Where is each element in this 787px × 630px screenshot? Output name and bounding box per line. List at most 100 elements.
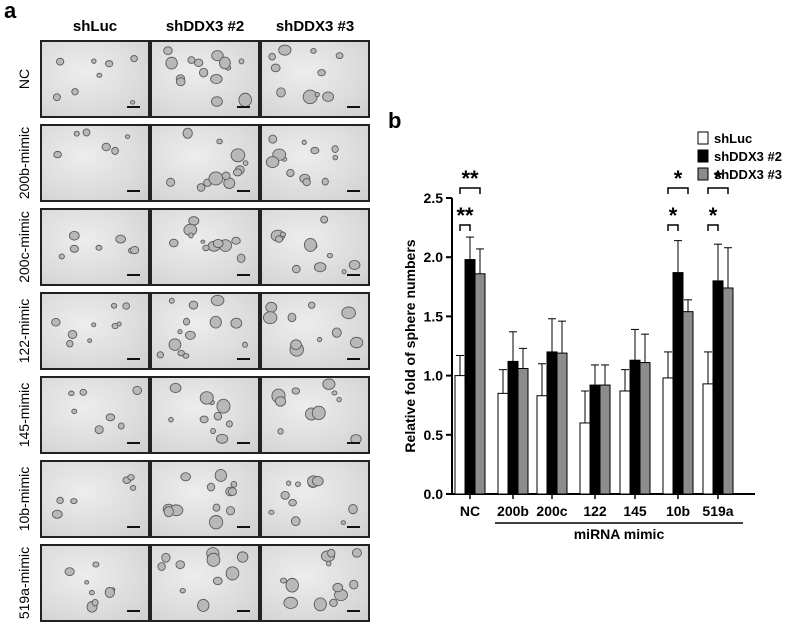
sphere — [310, 146, 320, 155]
sphere — [105, 413, 116, 422]
sphere — [295, 481, 301, 488]
bar — [517, 367, 529, 495]
sphere-cluster — [162, 469, 238, 530]
micrograph-tile — [150, 124, 260, 202]
sphere — [336, 396, 342, 403]
sphere — [230, 480, 238, 488]
scale-bar — [127, 106, 140, 108]
micrograph-tile — [40, 460, 150, 538]
sphere — [286, 480, 292, 486]
sphere — [179, 587, 186, 594]
sphere — [327, 548, 336, 558]
scale-bar — [237, 442, 250, 444]
significance-bracket — [707, 187, 729, 194]
scale-bar — [237, 358, 250, 360]
sphere — [104, 587, 115, 598]
sphere — [169, 382, 182, 394]
sphere — [314, 91, 320, 98]
sphere — [301, 139, 307, 145]
sphere — [291, 387, 300, 395]
sphere — [115, 234, 126, 244]
sphere — [79, 388, 88, 396]
sphere — [216, 138, 223, 145]
micrograph-tile — [260, 460, 370, 538]
sphere — [58, 253, 65, 260]
bar — [497, 392, 509, 495]
sphere — [270, 63, 281, 73]
sphere — [187, 56, 196, 64]
bar — [507, 360, 519, 495]
x-axis-label: miRNA mimic — [574, 526, 665, 542]
micrograph-tile — [150, 208, 260, 286]
bar-chart: 0.0 0.5 1.0 1.5 2.0 2.5 Relative fold of spher… — [402, 131, 782, 542]
sphere-cluster — [53, 128, 131, 159]
sphere — [188, 300, 199, 310]
sphere — [91, 322, 97, 328]
sphere — [84, 580, 90, 585]
sphere — [236, 253, 246, 263]
sphere — [236, 551, 249, 563]
micrograph-tile — [150, 40, 260, 118]
sphere — [331, 390, 338, 396]
sphere — [218, 56, 231, 70]
scale-bar — [127, 610, 140, 612]
sphere-cluster — [58, 230, 140, 260]
micrograph-tile — [260, 124, 370, 202]
sphere — [348, 259, 361, 270]
sphere — [51, 318, 61, 327]
scale-bar — [237, 106, 250, 108]
sphere — [182, 127, 193, 139]
x-tick-label: NC — [460, 503, 480, 519]
significance-label: * — [674, 166, 683, 191]
sphere — [290, 339, 302, 350]
sphere — [302, 89, 318, 105]
sphere — [331, 145, 339, 153]
micrograph-tile — [40, 208, 150, 286]
micrograph-tile — [260, 544, 370, 622]
sphere — [288, 498, 297, 507]
y-tick-label: 2.5 — [424, 190, 444, 206]
sphere-cluster — [51, 474, 137, 519]
sphere — [52, 93, 61, 102]
sphere — [163, 46, 173, 56]
bar — [454, 375, 466, 495]
sphere — [238, 92, 252, 108]
sphere — [230, 317, 243, 329]
row-label: NC — [16, 68, 32, 90]
bar — [629, 359, 641, 495]
sphere — [326, 560, 332, 567]
sphere — [200, 239, 206, 244]
sphere — [56, 57, 65, 66]
sphere — [278, 44, 292, 56]
sphere — [227, 487, 237, 497]
sphere — [232, 168, 243, 177]
sphere — [168, 297, 175, 304]
sphere — [320, 215, 329, 224]
sphere-cluster — [265, 134, 339, 187]
bar — [702, 383, 714, 495]
x-tick-label: 10b — [666, 503, 690, 519]
significance-bracket — [667, 187, 689, 194]
column-header-shluc: shLuc — [72, 18, 118, 35]
scale-bar — [127, 358, 140, 360]
legend-label: shLuc — [714, 131, 752, 146]
sphere — [66, 339, 74, 348]
sphere — [214, 469, 227, 482]
sphere-cluster — [157, 547, 249, 612]
sphere — [71, 88, 79, 96]
sphere — [105, 60, 114, 68]
sphere — [329, 598, 338, 608]
sphere — [322, 91, 335, 102]
sphere — [111, 146, 119, 155]
bar — [536, 395, 548, 495]
sphere — [180, 472, 191, 482]
scale-bar — [127, 526, 140, 528]
sphere — [262, 311, 278, 325]
significance-bracket — [707, 224, 719, 231]
scale-bar — [237, 526, 250, 528]
sphere — [216, 433, 229, 444]
bar — [682, 311, 694, 495]
sphere-cluster — [270, 215, 361, 275]
panel-a-letter: a — [4, 0, 17, 23]
sphere — [265, 301, 278, 313]
